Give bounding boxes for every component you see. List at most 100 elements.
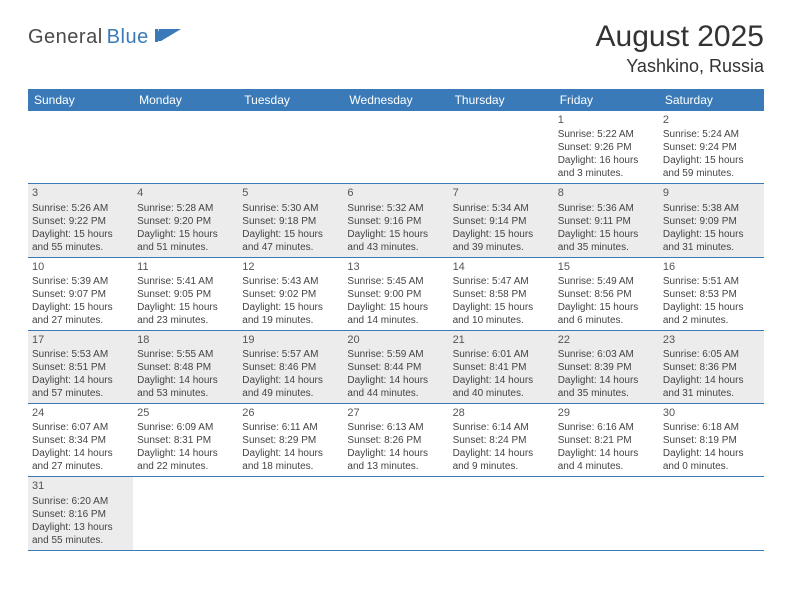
day-daylight: Daylight: 15 hours and 59 minutes. [663, 154, 760, 180]
day-number: 27 [347, 406, 444, 420]
calendar-day-cell: 3Sunrise: 5:26 AMSunset: 9:22 PMDaylight… [28, 184, 133, 257]
day-sunrise: Sunrise: 5:57 AM [242, 348, 339, 361]
day-daylight: Daylight: 15 hours and 47 minutes. [242, 228, 339, 254]
day-sunset: Sunset: 8:19 PM [663, 434, 760, 447]
day-daylight: Daylight: 14 hours and 13 minutes. [347, 447, 444, 473]
logo-text-general: General [28, 26, 103, 49]
day-daylight: Daylight: 15 hours and 51 minutes. [137, 228, 234, 254]
day-sunrise: Sunrise: 5:24 AM [663, 128, 760, 141]
day-sunset: Sunset: 9:14 PM [453, 215, 550, 228]
day-daylight: Daylight: 13 hours and 55 minutes. [32, 521, 129, 547]
day-daylight: Daylight: 14 hours and 57 minutes. [32, 374, 129, 400]
calendar-day-cell: 1Sunrise: 5:22 AMSunset: 9:26 PMDaylight… [554, 111, 659, 184]
calendar-day-cell: 14Sunrise: 5:47 AMSunset: 8:58 PMDayligh… [449, 257, 554, 330]
day-sunrise: Sunrise: 6:18 AM [663, 421, 760, 434]
day-sunset: Sunset: 8:39 PM [558, 361, 655, 374]
logo-flag-icon [155, 27, 181, 48]
day-number: 6 [347, 186, 444, 200]
calendar-day-cell [343, 111, 448, 184]
day-sunrise: Sunrise: 6:01 AM [453, 348, 550, 361]
calendar-day-cell [659, 477, 764, 550]
calendar-day-cell: 10Sunrise: 5:39 AMSunset: 9:07 PMDayligh… [28, 257, 133, 330]
calendar-day-cell: 13Sunrise: 5:45 AMSunset: 9:00 PMDayligh… [343, 257, 448, 330]
day-sunrise: Sunrise: 5:39 AM [32, 275, 129, 288]
calendar-day-cell: 17Sunrise: 5:53 AMSunset: 8:51 PMDayligh… [28, 330, 133, 403]
calendar-day-cell: 22Sunrise: 6:03 AMSunset: 8:39 PMDayligh… [554, 330, 659, 403]
header: GeneralBlue August 2025 Yashkino, Russia [28, 20, 764, 77]
day-sunset: Sunset: 9:26 PM [558, 141, 655, 154]
day-number: 31 [32, 479, 129, 493]
day-sunset: Sunset: 8:46 PM [242, 361, 339, 374]
calendar-day-cell: 24Sunrise: 6:07 AMSunset: 8:34 PMDayligh… [28, 404, 133, 477]
day-sunrise: Sunrise: 5:49 AM [558, 275, 655, 288]
day-daylight: Daylight: 14 hours and 9 minutes. [453, 447, 550, 473]
day-sunset: Sunset: 9:18 PM [242, 215, 339, 228]
day-sunrise: Sunrise: 6:03 AM [558, 348, 655, 361]
day-sunset: Sunset: 8:48 PM [137, 361, 234, 374]
weekday-header: Wednesday [343, 89, 448, 111]
day-number: 8 [558, 186, 655, 200]
day-daylight: Daylight: 15 hours and 55 minutes. [32, 228, 129, 254]
calendar-day-cell [449, 111, 554, 184]
calendar-day-cell: 19Sunrise: 5:57 AMSunset: 8:46 PMDayligh… [238, 330, 343, 403]
calendar-day-cell: 21Sunrise: 6:01 AMSunset: 8:41 PMDayligh… [449, 330, 554, 403]
title-block: August 2025 Yashkino, Russia [596, 20, 764, 77]
calendar-day-cell [133, 477, 238, 550]
logo: GeneralBlue [28, 26, 181, 49]
day-sunrise: Sunrise: 5:22 AM [558, 128, 655, 141]
day-number: 19 [242, 333, 339, 347]
calendar-day-cell: 12Sunrise: 5:43 AMSunset: 9:02 PMDayligh… [238, 257, 343, 330]
day-sunset: Sunset: 8:26 PM [347, 434, 444, 447]
calendar-day-cell: 8Sunrise: 5:36 AMSunset: 9:11 PMDaylight… [554, 184, 659, 257]
day-sunrise: Sunrise: 5:47 AM [453, 275, 550, 288]
day-sunset: Sunset: 8:44 PM [347, 361, 444, 374]
day-sunset: Sunset: 8:29 PM [242, 434, 339, 447]
calendar-day-cell [343, 477, 448, 550]
day-number: 15 [558, 260, 655, 274]
day-sunrise: Sunrise: 5:28 AM [137, 202, 234, 215]
calendar-table: SundayMondayTuesdayWednesdayThursdayFrid… [28, 89, 764, 551]
day-number: 1 [558, 113, 655, 127]
calendar-day-cell [449, 477, 554, 550]
month-title: August 2025 [596, 20, 764, 54]
calendar-week-row: 3Sunrise: 5:26 AMSunset: 9:22 PMDaylight… [28, 184, 764, 257]
day-sunset: Sunset: 9:05 PM [137, 288, 234, 301]
day-sunset: Sunset: 9:22 PM [32, 215, 129, 228]
day-sunrise: Sunrise: 5:55 AM [137, 348, 234, 361]
day-number: 13 [347, 260, 444, 274]
day-daylight: Daylight: 15 hours and 39 minutes. [453, 228, 550, 254]
day-number: 10 [32, 260, 129, 274]
day-sunset: Sunset: 9:02 PM [242, 288, 339, 301]
day-number: 11 [137, 260, 234, 274]
day-number: 5 [242, 186, 339, 200]
calendar-day-cell: 7Sunrise: 5:34 AMSunset: 9:14 PMDaylight… [449, 184, 554, 257]
calendar-day-cell: 25Sunrise: 6:09 AMSunset: 8:31 PMDayligh… [133, 404, 238, 477]
weekday-header: Tuesday [238, 89, 343, 111]
day-number: 30 [663, 406, 760, 420]
day-number: 23 [663, 333, 760, 347]
day-number: 24 [32, 406, 129, 420]
day-daylight: Daylight: 14 hours and 44 minutes. [347, 374, 444, 400]
day-daylight: Daylight: 15 hours and 6 minutes. [558, 301, 655, 327]
day-sunrise: Sunrise: 6:20 AM [32, 495, 129, 508]
day-sunrise: Sunrise: 6:09 AM [137, 421, 234, 434]
day-daylight: Daylight: 15 hours and 43 minutes. [347, 228, 444, 254]
day-daylight: Daylight: 14 hours and 22 minutes. [137, 447, 234, 473]
day-sunrise: Sunrise: 6:16 AM [558, 421, 655, 434]
calendar-day-cell [238, 111, 343, 184]
day-sunset: Sunset: 8:21 PM [558, 434, 655, 447]
calendar-week-row: 17Sunrise: 5:53 AMSunset: 8:51 PMDayligh… [28, 330, 764, 403]
day-sunrise: Sunrise: 6:11 AM [242, 421, 339, 434]
day-sunset: Sunset: 8:58 PM [453, 288, 550, 301]
day-daylight: Daylight: 15 hours and 14 minutes. [347, 301, 444, 327]
day-number: 4 [137, 186, 234, 200]
weekday-header-row: SundayMondayTuesdayWednesdayThursdayFrid… [28, 89, 764, 111]
day-number: 22 [558, 333, 655, 347]
calendar-day-cell: 29Sunrise: 6:16 AMSunset: 8:21 PMDayligh… [554, 404, 659, 477]
day-daylight: Daylight: 14 hours and 18 minutes. [242, 447, 339, 473]
day-number: 2 [663, 113, 760, 127]
day-daylight: Daylight: 14 hours and 4 minutes. [558, 447, 655, 473]
day-sunrise: Sunrise: 6:13 AM [347, 421, 444, 434]
calendar-day-cell [28, 111, 133, 184]
day-number: 26 [242, 406, 339, 420]
